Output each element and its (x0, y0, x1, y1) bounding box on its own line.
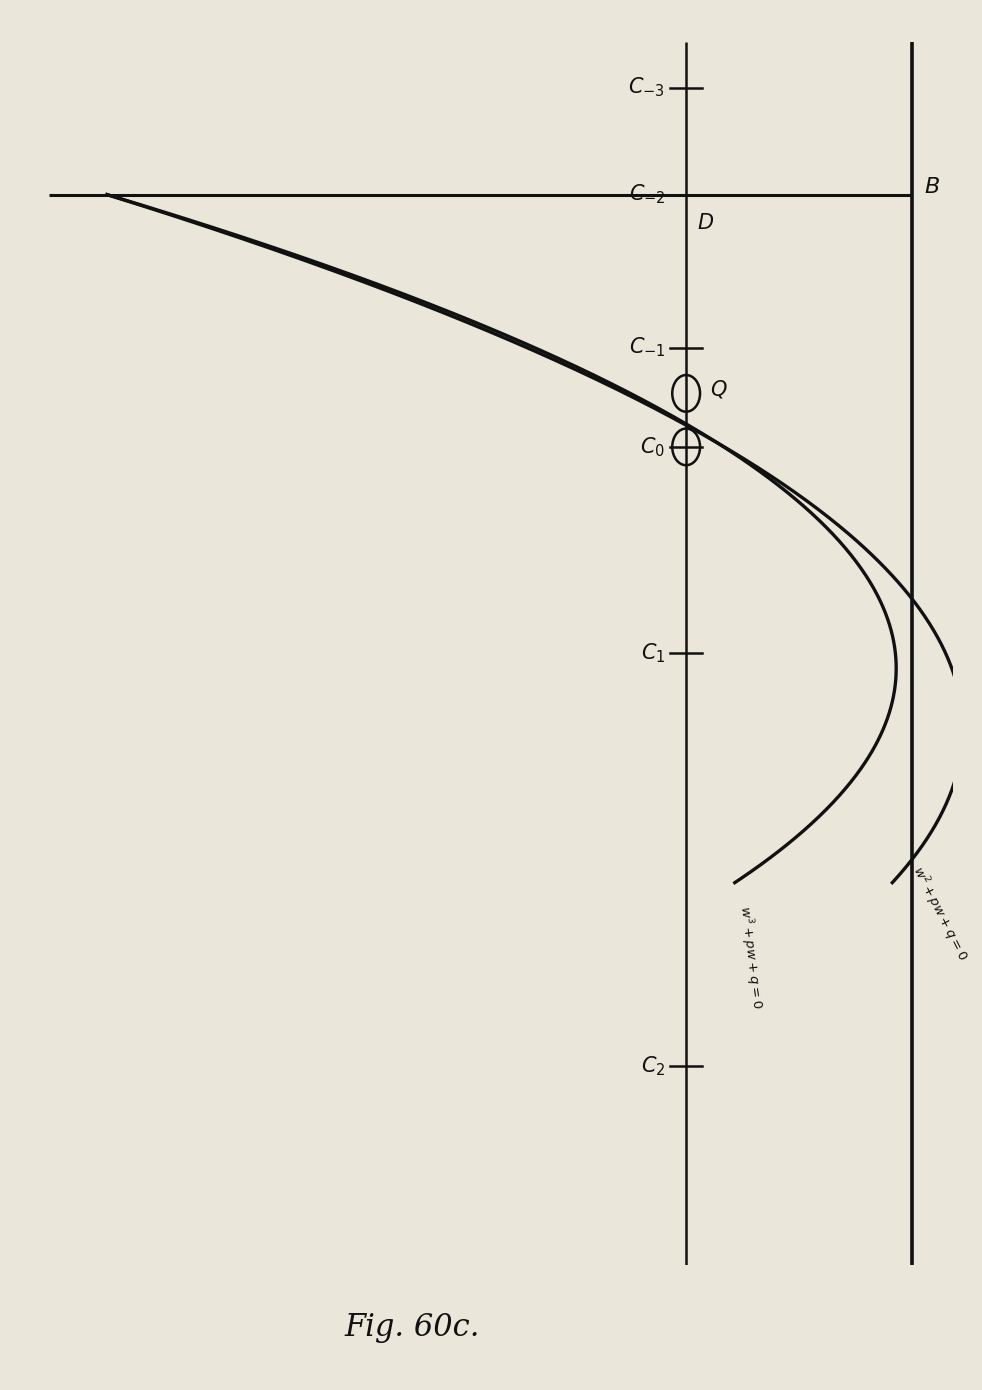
Text: $C_{-3}$: $C_{-3}$ (628, 76, 665, 99)
Text: $w^3+pw+q=0$: $w^3+pw+q=0$ (735, 905, 766, 1009)
Text: $w^2+pw+q=0$: $w^2+pw+q=0$ (906, 863, 971, 965)
Text: $C_1$: $C_1$ (641, 642, 665, 664)
Text: $C_2$: $C_2$ (641, 1055, 665, 1077)
Text: $C_{-2}$: $C_{-2}$ (628, 183, 665, 206)
Text: $D$: $D$ (696, 213, 714, 234)
Text: $C_{-1}$: $C_{-1}$ (628, 336, 665, 359)
Text: Fig. 60c.: Fig. 60c. (345, 1312, 480, 1343)
Text: $Q$: $Q$ (710, 378, 728, 400)
Text: $B$: $B$ (924, 177, 940, 197)
Text: $C_0$: $C_0$ (640, 435, 665, 459)
